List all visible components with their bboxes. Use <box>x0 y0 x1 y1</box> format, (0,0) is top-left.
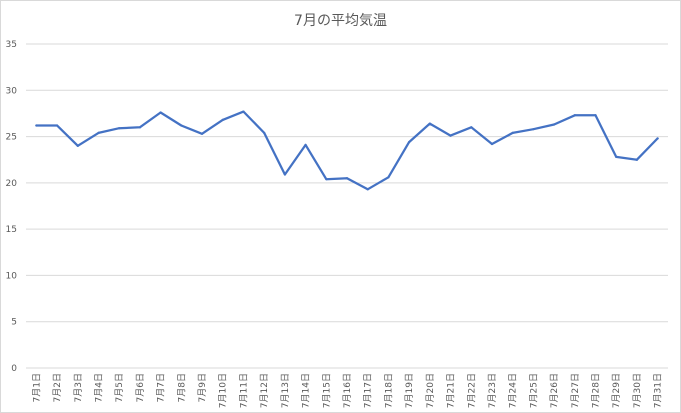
y-tick-label: 20 <box>6 179 18 189</box>
y-tick-label: 30 <box>6 86 18 96</box>
x-tick-label: 7月17日 <box>363 373 374 408</box>
x-tick-label: 7月12日 <box>259 373 270 408</box>
data-point <box>511 131 514 134</box>
x-tick-label: 7月30日 <box>632 373 643 408</box>
data-point <box>283 173 286 176</box>
x-tick-label: 7月19日 <box>404 373 415 408</box>
x-tick-label: 7月21日 <box>446 373 457 408</box>
x-tick-label: 7月22日 <box>466 373 477 408</box>
x-tick-label: 7月25日 <box>528 373 539 408</box>
x-tick-label: 7月31日 <box>653 373 664 408</box>
y-tick-label: 25 <box>6 133 17 143</box>
x-tick-label: 7月29日 <box>611 373 622 408</box>
data-point <box>573 114 576 117</box>
y-tick-label: 10 <box>6 271 18 281</box>
x-tick-label: 7月28日 <box>591 373 602 408</box>
x-tick-label: 7月3日 <box>73 373 84 402</box>
y-tick-label: 0 <box>11 364 17 374</box>
x-tick-label: 7月4日 <box>93 373 104 402</box>
data-point <box>387 176 390 179</box>
data-point <box>656 137 659 140</box>
y-tick-label: 15 <box>6 225 17 235</box>
x-tick-label: 7月13日 <box>280 373 291 408</box>
data-point <box>55 124 59 127</box>
data-point <box>242 110 245 113</box>
data-point <box>470 126 473 129</box>
x-tick-label: 7月8日 <box>176 373 187 402</box>
x-tick-label: 7月26日 <box>549 373 560 408</box>
data-point <box>76 144 79 147</box>
x-tick-label: 7月5日 <box>114 373 125 402</box>
data-point <box>345 177 349 180</box>
data-point <box>490 142 494 146</box>
x-tick-label: 7月9日 <box>197 373 208 402</box>
data-point <box>118 127 121 130</box>
data-point <box>449 134 452 137</box>
data-point <box>408 141 411 144</box>
x-tick-label: 7月1日 <box>31 373 42 402</box>
data-point <box>35 124 38 127</box>
data-point <box>532 128 535 131</box>
x-axis: 7月1日 7月2日 7月3日 7月4日 7月5日 7月6日 7月7日 7月8日 7月9日 7月10… <box>31 373 663 408</box>
x-tick-label: 7月20日 <box>425 373 436 408</box>
data-point <box>594 114 597 117</box>
y-tick-label: 5 <box>11 318 17 328</box>
x-tick-label: 7月11日 <box>238 373 249 408</box>
data-point <box>428 122 431 125</box>
x-tick-label: 7月2日 <box>52 373 63 402</box>
x-tick-label: 7月18日 <box>383 373 394 408</box>
x-tick-label: 7月10日 <box>218 373 229 408</box>
x-tick-label: 7月23日 <box>487 373 498 408</box>
data-point <box>366 188 369 191</box>
data-point <box>263 131 266 134</box>
data-point <box>200 132 204 135</box>
x-tick-label: 7月24日 <box>508 373 519 408</box>
data-point <box>635 158 639 161</box>
data-point <box>138 126 142 129</box>
x-tick-label: 7月14日 <box>301 373 312 408</box>
data-point <box>325 178 328 181</box>
data-point <box>615 155 618 159</box>
x-tick-label: 7月6日 <box>135 373 146 402</box>
x-tick-label: 7月16日 <box>342 373 353 408</box>
data-point <box>159 111 162 114</box>
chart-title: 7月の平均気温 <box>294 13 387 29</box>
y-axis: 0 5 10 15 20 25 30 35 <box>6 40 18 374</box>
data-point <box>97 131 100 134</box>
x-tick-label: 7月7日 <box>156 373 167 402</box>
data-point <box>304 143 307 147</box>
y-tick-label: 35 <box>6 40 17 50</box>
data-point <box>180 124 183 127</box>
x-tick-label: 7月15日 <box>321 373 332 408</box>
data-point <box>552 123 556 126</box>
series <box>35 110 659 191</box>
data-point <box>221 118 224 122</box>
gridlines <box>26 43 668 369</box>
x-tick-label: 7月27日 <box>570 373 581 408</box>
